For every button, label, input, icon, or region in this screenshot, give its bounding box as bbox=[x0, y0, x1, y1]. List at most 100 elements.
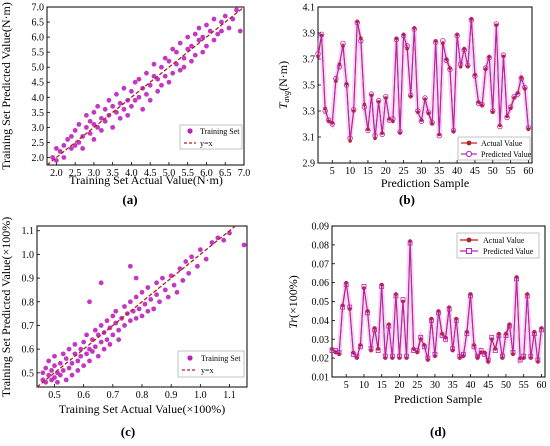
panel-d-xtick-label: 45 bbox=[483, 380, 493, 391]
panel-a-xtick-label: 6.5 bbox=[219, 168, 232, 179]
panel-d-predicted-point bbox=[460, 351, 466, 357]
panel-b-predicted-point bbox=[379, 131, 385, 138]
panel-a-data-point bbox=[185, 46, 191, 52]
panel-a-data-point bbox=[68, 134, 74, 139]
panel-a-y-ticks: 2.0 2.5 3.0 3.5 4.0 4.5 5.0 5.5 6.0 6.5 7.0 bbox=[32, 3, 50, 164]
panel-a-label: (a) bbox=[122, 192, 137, 207]
panel-d-predicted-point bbox=[404, 353, 409, 359]
panel-b-predicted-point bbox=[422, 95, 428, 101]
panel-a-ytick-label: 6.0 bbox=[32, 33, 45, 44]
panel-b-predicted-point bbox=[400, 32, 407, 39]
panel-c-data-point bbox=[66, 365, 72, 371]
panel-a-data-point bbox=[114, 109, 119, 115]
panel-b-xtick-label: 50 bbox=[488, 166, 498, 177]
panel-b-legend-predicted: Predicted Value bbox=[481, 150, 532, 159]
panel-d-ytick-label: 0.03 bbox=[312, 335, 330, 346]
panel-a-data-point bbox=[53, 158, 59, 163]
panel-c-data-point bbox=[157, 299, 162, 305]
panel-a-data-point bbox=[65, 137, 71, 142]
panel-c-legend-yx: y=x bbox=[201, 366, 214, 375]
panel-c-data-point bbox=[154, 280, 159, 286]
panel-a-data-point bbox=[80, 146, 86, 151]
panel-b-predicted-point bbox=[354, 19, 360, 26]
panel-c-xtick-label: 0.9 bbox=[165, 390, 178, 401]
panel-c-data-point bbox=[136, 306, 142, 312]
panel-a-data-point bbox=[151, 73, 157, 79]
panel-c-ylabel: Training Set Predicted Value(×100%) bbox=[0, 217, 13, 397]
panel-d-predicted-point bbox=[507, 323, 512, 329]
panel-c-data-point bbox=[186, 270, 192, 276]
panel-d-series bbox=[329, 239, 544, 368]
panel-d-predicted-point bbox=[397, 353, 402, 359]
panel-c-data-point bbox=[195, 263, 200, 269]
panel-d-ylabel: Tr(×100%) bbox=[286, 275, 300, 328]
panel-d-predicted-point bbox=[510, 350, 516, 355]
panel-c-data-point bbox=[81, 363, 87, 369]
panel-c-data-point bbox=[110, 332, 116, 338]
panel-a-data-point bbox=[68, 146, 74, 151]
panel-b-predicted-point bbox=[411, 26, 417, 32]
panel-b-predicted-point bbox=[425, 109, 432, 115]
panel-b-x-ticks: 5 10 15 20 25 30 35 40 45 50 55 60 bbox=[330, 160, 533, 177]
panel-b-predicted-point bbox=[333, 75, 339, 82]
panel-c-data-point bbox=[165, 294, 171, 300]
panel-b-predicted-point bbox=[397, 129, 403, 135]
panel-c-xtick-label: 1.1 bbox=[223, 390, 236, 401]
panel-a-data-point bbox=[174, 61, 179, 67]
panel-c-legend: Training Set y=x bbox=[177, 350, 245, 378]
panel-d-predicted-point bbox=[379, 283, 385, 289]
panel-c-xlabel: Training Set Actual Value(×100%) bbox=[59, 402, 225, 416]
panel-a-data-point bbox=[125, 112, 131, 118]
panel-c-data-point bbox=[69, 360, 75, 366]
panel-c-x-ticks: 0.5 0.6 0.7 0.8 0.9 1.0 1.1 bbox=[48, 384, 236, 401]
panel-b-predicted-point bbox=[393, 36, 400, 43]
panel-b-predicted-point bbox=[436, 132, 442, 139]
panel-b-predicted-point bbox=[507, 104, 514, 110]
panel-d-predicted-point bbox=[343, 282, 349, 287]
panel-a-data-point bbox=[110, 124, 116, 130]
panel-a-data-point bbox=[91, 137, 97, 142]
panel-b-predicted-point bbox=[336, 64, 343, 70]
panel-b-xtick-label: 10 bbox=[345, 166, 355, 177]
panel-b-predicted-point bbox=[347, 135, 353, 141]
panel-c-data-point bbox=[104, 318, 110, 324]
panel-b-predicted-point bbox=[329, 121, 335, 127]
panel-b-predicted-point bbox=[408, 92, 414, 99]
panel-a-data-point bbox=[200, 34, 206, 40]
panel-a-data-point bbox=[189, 43, 194, 49]
panel-a-data-point bbox=[215, 31, 221, 37]
panel-a-data-point bbox=[147, 97, 153, 103]
panel-c-data-point bbox=[60, 351, 66, 357]
panel-b-legend-actual: Actual Value bbox=[481, 139, 523, 148]
panel-c-data-point bbox=[151, 306, 157, 312]
panel-a-data-point bbox=[237, 28, 243, 34]
panel-a-xtick-label: 2.0 bbox=[50, 168, 63, 179]
panel-c-data-point bbox=[75, 358, 81, 364]
panel-a-data-point bbox=[192, 52, 198, 58]
panel-d-predicted-point bbox=[535, 357, 541, 363]
panel-b-predicted-point bbox=[447, 66, 453, 73]
panel-a-data-point bbox=[219, 19, 224, 25]
panel-b-predicted-point bbox=[493, 21, 500, 27]
panel-c-data-point bbox=[127, 318, 133, 324]
panel-d-x-ticks: 5 10 15 20 25 30 35 40 45 50 55 60 bbox=[344, 374, 546, 391]
panel-d-xtick-label: 35 bbox=[448, 380, 458, 391]
panel-b-predicted-point bbox=[390, 116, 396, 122]
panel-a-data-point bbox=[95, 103, 101, 109]
panel-a-xlabel: Training Set Actual Value(N·m) bbox=[69, 173, 223, 187]
panel-b-legend-marker-predicted bbox=[465, 150, 473, 158]
panel-d-predicted-point bbox=[428, 317, 434, 323]
panel-a-plot-frame bbox=[46, 6, 245, 166]
panel-d-xtick-label: 20 bbox=[394, 380, 404, 391]
panel-c-data-point bbox=[116, 337, 122, 343]
panel-d-predicted-point bbox=[439, 333, 445, 338]
panel-d-predicted-point bbox=[492, 348, 498, 353]
panel-a-data-point bbox=[61, 155, 67, 160]
panel-d-predicted-point bbox=[436, 310, 441, 316]
panel-a-ytick-label: 5.5 bbox=[32, 48, 45, 59]
panel-a-data-point bbox=[84, 112, 89, 118]
panel-d-ytick-label: 0.02 bbox=[312, 354, 330, 365]
panel-c-data-point bbox=[55, 379, 60, 385]
panel-a-xtick-label: 3.0 bbox=[88, 168, 101, 179]
panel-d-ytick-label: 0.01 bbox=[312, 373, 330, 384]
